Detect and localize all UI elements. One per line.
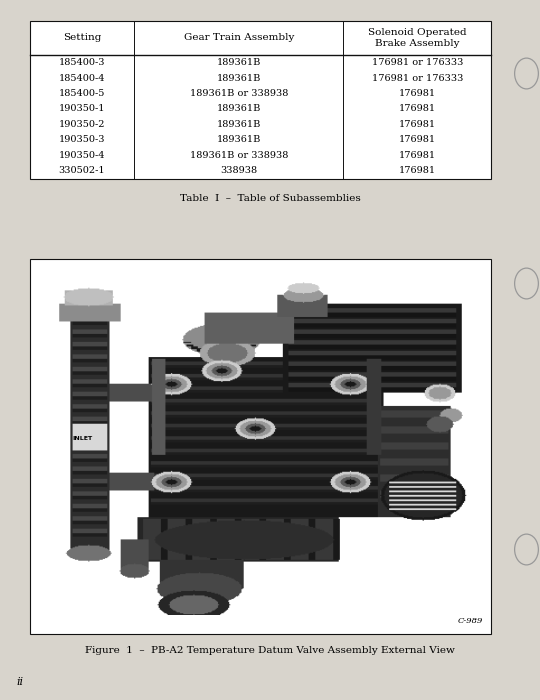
Text: 176981: 176981 — [399, 135, 436, 144]
Text: 176981 or 176333: 176981 or 176333 — [372, 58, 463, 67]
Text: 176981: 176981 — [399, 120, 436, 129]
Text: 189361B: 189361B — [217, 135, 261, 144]
Text: 189361B: 189361B — [217, 120, 261, 129]
Text: 185400-4: 185400-4 — [59, 74, 105, 83]
Text: 189361B or 338938: 189361B or 338938 — [190, 89, 288, 98]
Text: 190350-2: 190350-2 — [59, 120, 105, 129]
Text: 189361B: 189361B — [217, 58, 261, 67]
Text: INLET: INLET — [73, 436, 93, 441]
Text: Gear Train Assembly: Gear Train Assembly — [184, 34, 294, 43]
Bar — [30, 259, 491, 634]
Text: 190350-3: 190350-3 — [59, 135, 105, 144]
Text: C-989: C-989 — [458, 617, 483, 625]
Text: 190350-4: 190350-4 — [59, 150, 105, 160]
Text: 190350-1: 190350-1 — [59, 104, 105, 113]
Text: Setting: Setting — [63, 34, 101, 43]
Text: 185400-5: 185400-5 — [59, 89, 105, 98]
Text: 189361B: 189361B — [217, 74, 261, 83]
Text: 176981: 176981 — [399, 167, 436, 175]
Text: ii: ii — [16, 678, 23, 687]
Text: 176981 or 176333: 176981 or 176333 — [372, 74, 463, 83]
Text: Solenoid Operated
Brake Assembly: Solenoid Operated Brake Assembly — [368, 28, 467, 48]
Text: 338938: 338938 — [220, 167, 258, 175]
Text: 330502-1: 330502-1 — [59, 167, 105, 175]
Text: Table  I  –  Table of Subassemblies: Table I – Table of Subassemblies — [180, 194, 360, 203]
Text: 176981: 176981 — [399, 104, 436, 113]
Text: Figure  1  –  PB-A2 Temperature Datum Valve Assembly External View: Figure 1 – PB-A2 Temperature Datum Valve… — [85, 646, 455, 655]
Bar — [30, 21, 491, 178]
Text: 189361B or 338938: 189361B or 338938 — [190, 150, 288, 160]
Text: 185400-3: 185400-3 — [59, 58, 105, 67]
Text: 189361B: 189361B — [217, 104, 261, 113]
Text: 176981: 176981 — [399, 150, 436, 160]
Text: 176981: 176981 — [399, 89, 436, 98]
